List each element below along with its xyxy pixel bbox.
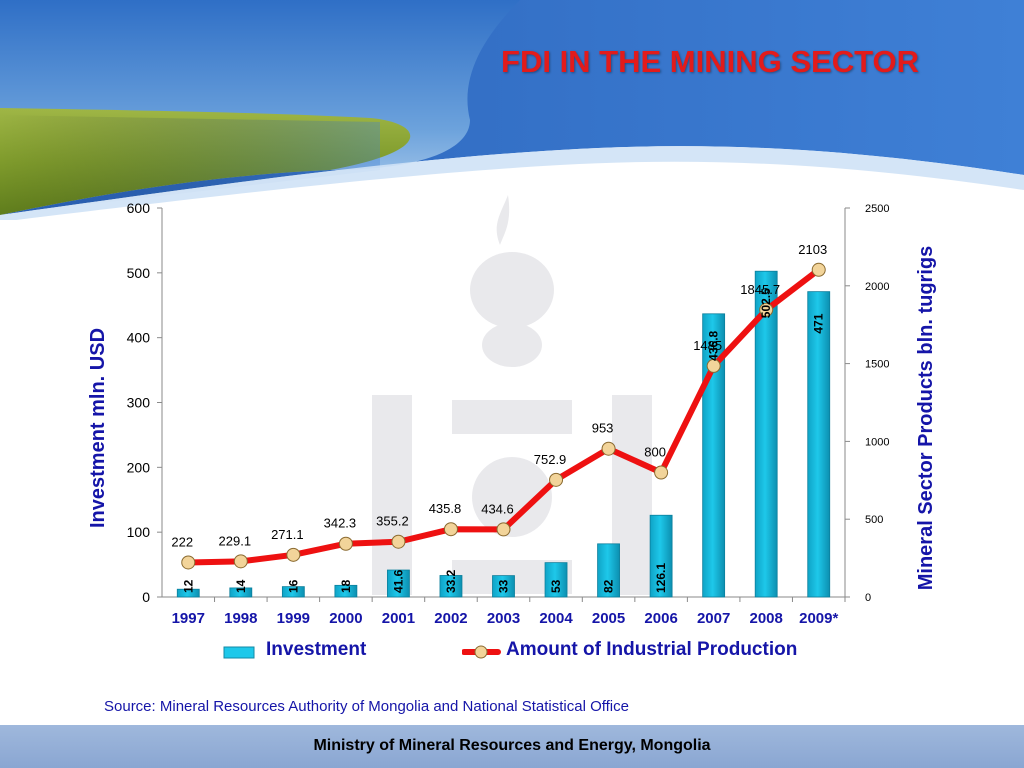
line-point-production	[443, 522, 458, 537]
line-point-production	[181, 555, 196, 570]
line-value-label: 355.2	[376, 514, 409, 529]
line-point-production	[391, 534, 406, 549]
y-tick-label: 400	[127, 330, 151, 346]
bar-value-label: 33	[497, 579, 511, 593]
bar-investment	[702, 313, 726, 598]
line-value-label: 271.1	[271, 527, 304, 542]
line-point-production	[811, 262, 826, 277]
line-value-label: 1485	[693, 338, 722, 353]
x-tick-label: 2006	[644, 610, 677, 627]
y2-axis-title: Mineral Sector Products bln. tugrigs	[915, 246, 937, 591]
y-tick-label: 300	[127, 395, 151, 411]
footer-bar: Ministry of Mineral Resources and Energy…	[0, 725, 1024, 768]
bar-value-label: 14	[234, 579, 248, 593]
line-value-label: 1845.7	[740, 282, 780, 297]
data-labels: 12 14 16 18 41.6 33.2 33 53 82 126.1 436.8 502.5 471…	[171, 242, 827, 593]
line-value-label: 435.8	[429, 501, 462, 516]
line-point-production	[233, 554, 248, 569]
y2-tick-label: 2000	[865, 281, 889, 293]
x-tick-label: 2005	[592, 610, 625, 627]
x-tick-label: 2008	[750, 610, 783, 627]
x-tick-label: 2002	[434, 610, 467, 627]
line-value-label: 800	[644, 445, 666, 460]
bar-investment	[229, 587, 253, 598]
line-point-production	[706, 358, 721, 373]
bar-investment	[334, 584, 358, 598]
header-banner	[0, 0, 1024, 222]
y2-tick-label: 500	[865, 514, 883, 526]
bar-series	[176, 270, 831, 598]
x-tick-label: 2001	[382, 610, 415, 627]
bar-value-label: 126.1	[654, 563, 668, 593]
x-tick-label: 1999	[277, 610, 310, 627]
bar-investment	[807, 291, 831, 598]
bar-investment	[387, 569, 410, 598]
y-axis-title: Investment mln. USD	[87, 328, 109, 528]
line-value-label: 434.6	[481, 501, 514, 516]
bar-investment	[649, 514, 673, 598]
bar-value-label: 502.5	[759, 288, 773, 318]
bar-value-label: 53	[549, 579, 563, 593]
line-point-production	[286, 547, 301, 562]
bar-value-label: 82	[602, 579, 616, 593]
bar-value-label: 436.8	[707, 330, 721, 360]
bar-value-label: 471	[812, 313, 826, 333]
legend-bar-swatch	[223, 646, 255, 659]
footer-text: Ministry of Mineral Resources and Energy…	[313, 737, 711, 754]
header-background	[0, 0, 1024, 222]
source-note: Source: Mineral Resources Authority of M…	[104, 698, 629, 715]
chart: 0 100 200 300 400 500 600 0 500 1000 1500 2000 2500 1…	[87, 195, 937, 627]
bar-value-label: 33.2	[444, 569, 458, 593]
chart-axes: 0 100 200 300 400 500 600 0 500 1000 1500 2000 2500 1…	[127, 200, 890, 627]
y-tick-label: 600	[127, 200, 151, 216]
bar-investment	[439, 575, 463, 598]
x-tick-label: 2003	[487, 610, 520, 627]
y2-tick-label: 1000	[865, 436, 889, 448]
watermark-emblem	[372, 195, 652, 595]
line-value-label: 953	[592, 421, 614, 436]
x-tick-label: 2000	[329, 610, 362, 627]
y-tick-label: 100	[127, 524, 151, 540]
y2-tick-label: 2500	[865, 203, 889, 215]
y2-tick-label: 0	[865, 592, 871, 604]
bar-investment	[754, 270, 778, 598]
legend: Investment Amount of Industrial Producti…	[220, 638, 840, 666]
line-value-label: 222	[171, 534, 193, 549]
bar-investment	[492, 575, 515, 598]
bar-investment	[597, 543, 620, 598]
bar-value-label: 12	[181, 579, 195, 593]
legend-line-swatch	[462, 645, 501, 659]
x-tick-label: 2007	[697, 610, 730, 627]
bar-investment	[281, 586, 305, 598]
line-point-production	[654, 465, 669, 480]
line-value-label: 342.3	[324, 516, 357, 531]
y-tick-label: 500	[127, 265, 151, 281]
slide-title: FDI IN THE MINING SECTOR	[501, 44, 919, 79]
line-point-production	[338, 536, 353, 551]
bar-value-label: 41.6	[391, 569, 405, 593]
line-point-production	[601, 441, 616, 456]
line-point-production	[759, 302, 774, 317]
y2-tick-label: 1500	[865, 359, 889, 371]
line-value-label: 752.9	[534, 452, 567, 467]
legend-label-production: Amount of Industrial Production	[506, 639, 798, 660]
line-point-production	[549, 472, 564, 487]
line-point-production	[496, 522, 511, 537]
x-tick-label: 1998	[224, 610, 257, 627]
line-value-label: 2103	[798, 242, 827, 257]
bar-investment	[176, 588, 200, 598]
bar-value-label: 18	[339, 579, 353, 593]
x-tick-label: 2009*	[799, 610, 838, 627]
line-value-label: 229.1	[219, 533, 252, 548]
bar-value-label: 16	[286, 579, 300, 593]
y-tick-label: 200	[127, 459, 151, 475]
x-tick-label: 1997	[172, 610, 205, 627]
bar-investment	[544, 562, 568, 598]
legend-label-investment: Investment	[266, 639, 367, 660]
line-series	[181, 262, 826, 570]
x-tick-label: 2004	[539, 610, 573, 627]
y-tick-label: 0	[142, 589, 150, 605]
